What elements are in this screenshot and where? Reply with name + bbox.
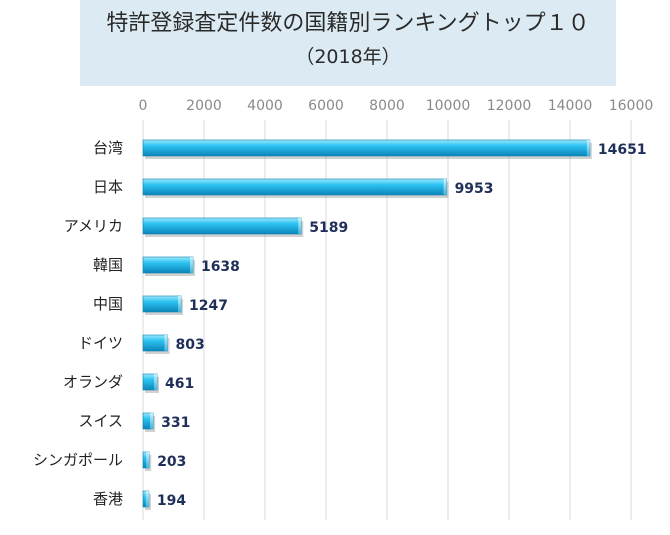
data-label: 5189 <box>309 220 348 236</box>
bar-end-cap <box>443 179 447 195</box>
chart-title-box: 特許登録査定件数の国籍別ランキングトップ１０ （2018年） <box>80 0 616 86</box>
bar <box>142 139 591 157</box>
bar-end-cap <box>154 374 158 390</box>
x-tick-label: 10000 <box>426 98 471 114</box>
category-label: 日本 <box>93 178 123 196</box>
x-tick-label: 6000 <box>308 98 344 114</box>
bar <box>142 178 447 196</box>
x-tick-label: 12000 <box>487 98 532 114</box>
chart-title: 特許登録査定件数の国籍別ランキングトップ１０ <box>106 11 590 36</box>
bar-end-cap <box>298 218 302 234</box>
bar <box>142 334 168 352</box>
category-label: 中国 <box>93 295 123 313</box>
x-tick-label: 0 <box>139 98 148 114</box>
category-label: オランダ <box>63 373 123 391</box>
x-tick-label: 2000 <box>186 98 222 114</box>
x-tick-label: 4000 <box>247 98 283 114</box>
bar-end-cap <box>146 452 150 468</box>
category-label: アメリカ <box>64 217 123 235</box>
data-label: 803 <box>175 337 204 353</box>
category-label: スイス <box>78 412 123 430</box>
value-labels: 14651 9953 5189 1638 1247 803 461 331 203 194 <box>157 142 647 509</box>
bar-end-cap <box>164 335 168 351</box>
x-axis-ticks: 0 2000 4000 6000 8000 10000 12000 14000 16000 <box>139 98 654 114</box>
data-label: 14651 <box>598 142 647 158</box>
bar-end-cap <box>178 296 182 312</box>
category-label: シンガポール <box>33 451 123 469</box>
x-tick-label: 14000 <box>548 98 593 114</box>
data-label: 1247 <box>189 298 228 314</box>
data-label: 9953 <box>455 181 494 197</box>
category-label: 韓国 <box>93 256 123 274</box>
data-label: 1638 <box>201 259 240 275</box>
category-label: ドイツ <box>78 334 123 352</box>
data-label: 203 <box>157 454 186 470</box>
data-label: 331 <box>161 415 190 431</box>
bar-end-cap <box>145 491 149 507</box>
data-label: 194 <box>157 493 186 509</box>
x-tick-label: 16000 <box>609 98 654 114</box>
bar-end-cap <box>150 413 154 429</box>
category-label: 台湾 <box>93 139 123 157</box>
bar-end-cap <box>586 140 590 156</box>
bar <box>142 295 182 313</box>
bar-end-cap <box>189 257 193 273</box>
x-tick-label: 8000 <box>369 98 405 114</box>
data-label: 461 <box>165 376 194 392</box>
bars <box>142 139 592 510</box>
bar <box>142 217 302 235</box>
bar <box>142 256 194 274</box>
chart-subtitle: （2018年） <box>295 46 401 68</box>
category-label: 香港 <box>93 490 123 508</box>
